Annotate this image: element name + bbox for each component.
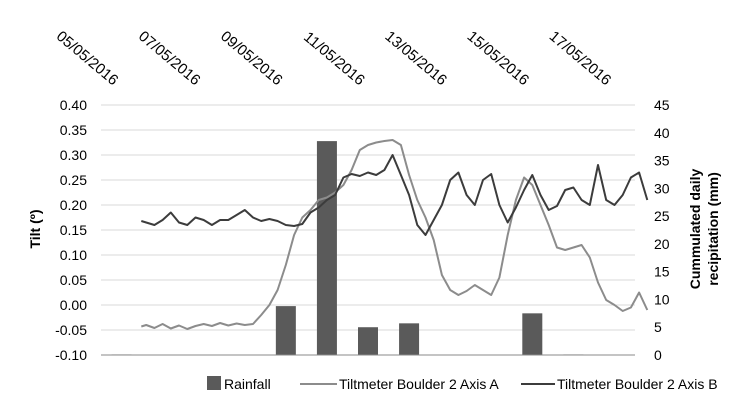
left-tick-label: 0.40 [60,97,87,113]
rainfall-bar [316,141,337,355]
left-tick-label: 0.05 [60,272,87,288]
rainfall-bar [275,306,296,355]
date-tick-label: 09/05/2016 [217,28,285,89]
left-tick-label: 0.00 [60,297,87,313]
left-tick-label: -0.05 [55,322,87,338]
legend-label-axis-b: Tiltmeter Boulder 2 Axis B [557,376,718,392]
right-axis-title-line1: Cummulated daily [687,169,703,290]
date-tick-label: 13/05/2016 [382,28,450,89]
legend-swatch-rainfall [207,376,221,390]
left-tick-label: 0.30 [60,147,87,163]
rainfall-bar [522,313,543,355]
left-axis-title: Tilt (º) [27,209,43,248]
date-tick-label: 07/05/2016 [135,28,203,89]
right-tick-label: 45 [654,97,670,113]
right-tick-label: 25 [654,208,670,224]
right-axis-title-line2: recipitation (mm) [705,172,721,286]
right-tick-label: 0 [654,347,662,363]
legend: Rainfall Tiltmeter Boulder 2 Axis A Tilt… [207,376,718,392]
left-tick-label: 0.10 [60,247,87,263]
right-tick-label: 5 [654,319,662,335]
legend-label-rainfall: Rainfall [224,376,271,392]
series-line-axis-a [141,139,649,330]
left-tick-label: 0.25 [60,172,87,188]
date-tick-label: 05/05/2016 [53,28,121,89]
right-tick-label: 10 [654,291,670,307]
right-tick-label: 30 [654,180,670,196]
right-tick-label: 20 [654,236,670,252]
left-tick-label: -0.10 [55,347,87,363]
right-tick-label: 35 [654,153,670,169]
left-axis-ticks: -0.10 -0.05 0.00 0.05 0.10 0.15 0.20 0.25 0.30 0.… [55,97,87,363]
left-tick-label: 0.20 [60,197,87,213]
series-line-axis-b [141,154,649,236]
rainfall-bar [399,323,420,355]
gridlines [101,104,635,331]
right-tick-label: 40 [654,125,670,141]
tilt-lines [141,139,649,330]
rainfall-bar [358,327,378,355]
right-tick-label: 15 [654,264,670,280]
rainfall-bars [111,141,584,355]
date-tick-label: 15/05/2016 [464,28,532,89]
date-tick-label: 11/05/2016 [300,28,368,89]
date-tick-label: 17/05/2016 [546,28,614,89]
left-tick-label: 0.35 [60,122,87,138]
left-tick-label: 0.15 [60,222,87,238]
right-axis-ticks: 0 5 10 15 20 25 30 35 40 45 [654,97,670,363]
legend-label-axis-a: Tiltmeter Boulder 2 Axis A [339,376,499,392]
date-axis-ticks: 05/05/2016 07/05/2016 09/05/2016 11/05/2016… [53,28,614,89]
